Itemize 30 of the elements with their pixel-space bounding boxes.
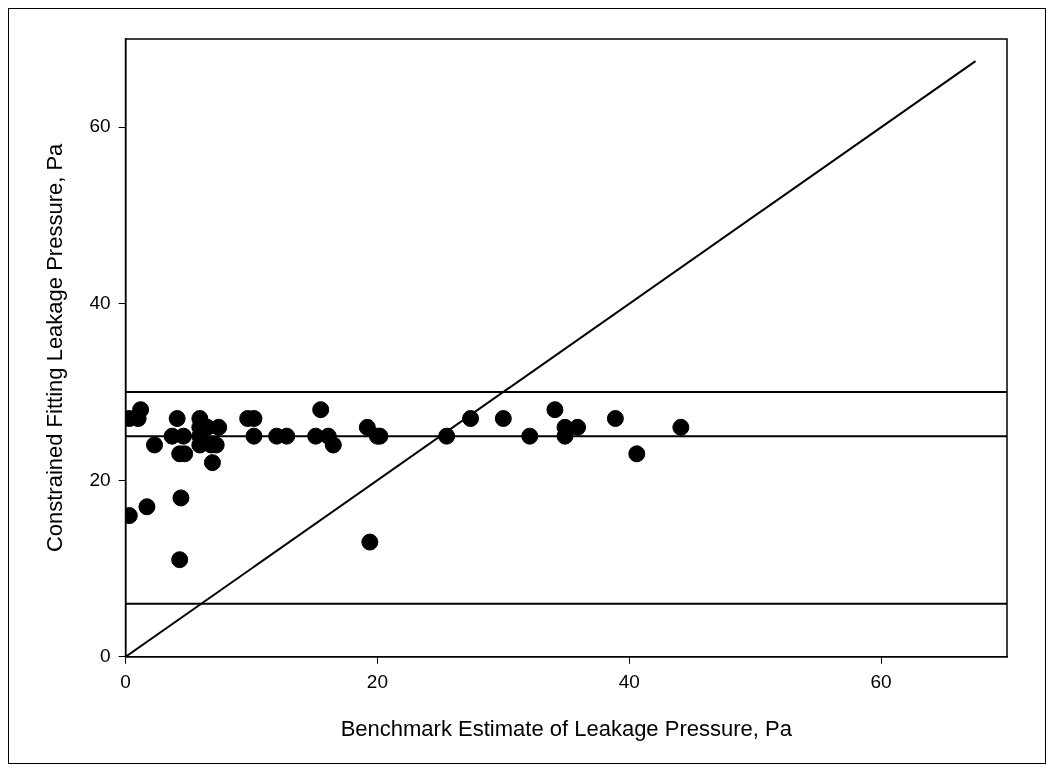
point bbox=[312, 401, 330, 419]
y-tick-label: 40 bbox=[89, 292, 111, 314]
point bbox=[168, 410, 186, 428]
point bbox=[628, 445, 646, 463]
point bbox=[324, 436, 342, 454]
point bbox=[462, 410, 480, 428]
point bbox=[606, 410, 624, 428]
point bbox=[172, 489, 190, 507]
point bbox=[361, 533, 379, 551]
point bbox=[245, 427, 263, 445]
y-tick-label: 20 bbox=[89, 468, 111, 490]
point bbox=[203, 454, 221, 472]
x-tick-label: 20 bbox=[366, 671, 388, 693]
x-axis-title: Benchmark Estimate of Leakage Pressure, Pa bbox=[340, 715, 793, 741]
point bbox=[438, 427, 456, 445]
x-tick-label: 40 bbox=[618, 671, 640, 693]
point bbox=[171, 551, 189, 569]
y-axis-title: Constrained Fitting Leakage Pressure, Pa bbox=[42, 142, 68, 553]
y-tick-label: 60 bbox=[89, 115, 111, 137]
x-tick-label: 60 bbox=[870, 671, 892, 693]
point bbox=[494, 410, 512, 428]
y-tick-label: 0 bbox=[99, 645, 111, 667]
point bbox=[132, 401, 150, 419]
point bbox=[569, 418, 587, 436]
point bbox=[146, 436, 163, 454]
point bbox=[521, 427, 539, 445]
point bbox=[672, 418, 690, 436]
point bbox=[546, 401, 564, 419]
x-tick-label: 0 bbox=[120, 671, 131, 693]
point bbox=[138, 498, 156, 516]
